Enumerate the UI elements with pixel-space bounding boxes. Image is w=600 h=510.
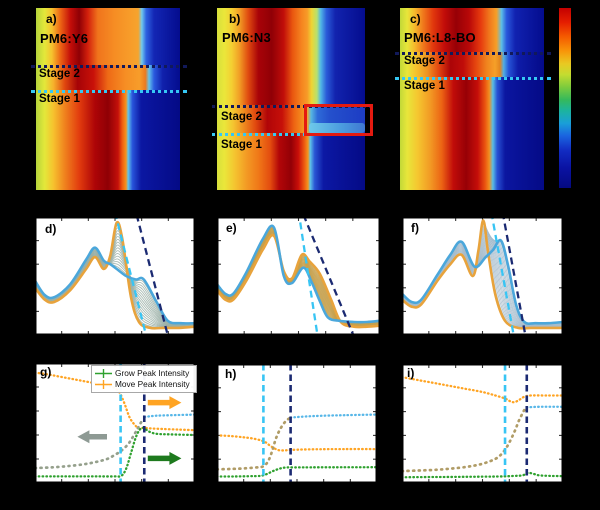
stage2-boundary-line-a	[31, 65, 187, 68]
stage1-boundary-line-a	[31, 90, 187, 93]
plot-panel-d	[35, 217, 195, 335]
panel-label-e: e)	[226, 221, 237, 235]
legend-entry-grow: Grow Peak Intensity	[95, 368, 193, 379]
stage2-boundary-line-b	[212, 105, 372, 108]
heatmap-band	[400, 8, 544, 53]
panel-label-h: h)	[225, 367, 237, 381]
heatmap-band	[36, 64, 180, 91]
heatmap-b-image	[217, 8, 365, 190]
heatmap-band	[36, 90, 180, 190]
heatmap-band	[217, 133, 365, 190]
panel-label-i: i)	[407, 366, 415, 380]
heatmap-c-image	[400, 8, 544, 190]
panel-label-d: d)	[45, 222, 57, 236]
panel-title-a: PM6:Y6	[40, 31, 89, 46]
highlight-box	[304, 104, 373, 136]
stage2-boundary-line-c	[395, 52, 551, 55]
panel-label-g: g)	[40, 365, 52, 379]
legend-box: Grow Peak Intensity Move Peak Intensity	[91, 365, 197, 393]
stage1-boundary-line-c	[395, 77, 551, 80]
heatmap-band	[400, 76, 544, 190]
heatmap-b-blue-streak	[308, 122, 365, 133]
stage1-label-c: Stage 1	[404, 80, 445, 92]
panel-title-b: PM6:N3	[222, 30, 271, 45]
stage2-label-c: Stage 2	[404, 55, 445, 67]
panel-label-c: c)	[410, 12, 421, 26]
heatmap-panel-c: c) PM6:L8-BO Stage 2 Stage 1	[395, 8, 551, 190]
heatmap-panel-a: a) PM6:Y6 Stage 2 Stage 1	[31, 8, 187, 190]
panel-label-f: f)	[411, 221, 419, 235]
plot-panel-h	[217, 364, 377, 483]
legend-label-grow: Grow Peak Intensity	[115, 368, 190, 378]
plot-panel-f	[402, 217, 563, 335]
move-peak-marker-icon	[95, 380, 112, 389]
stage2-label-b: Stage 2	[221, 111, 262, 123]
stage2-label-a: Stage 2	[39, 68, 80, 80]
heatmap-panel-b: b) PM6:N3 Stage 2 Stage 1	[212, 8, 373, 190]
plot-panel-i	[402, 364, 563, 483]
stage1-boundary-line-b	[212, 133, 372, 136]
legend-entry-move: Move Peak Intensity	[95, 379, 193, 390]
heatmap-band	[400, 52, 544, 77]
jet-colorbar	[559, 8, 571, 188]
plot-panel-e	[217, 217, 380, 335]
stage1-label-b: Stage 1	[221, 139, 262, 151]
panel-label-a: a)	[46, 12, 57, 26]
panel-title-c: PM6:L8-BO	[404, 30, 476, 45]
heatmap-band	[36, 8, 180, 65]
stage1-label-a: Stage 1	[39, 93, 80, 105]
heatmap-band	[217, 8, 365, 105]
legend-label-move: Move Peak Intensity	[115, 379, 190, 389]
grow-peak-marker-icon	[95, 369, 112, 378]
panel-label-b: b)	[229, 12, 241, 26]
heatmap-a-image	[36, 8, 180, 190]
